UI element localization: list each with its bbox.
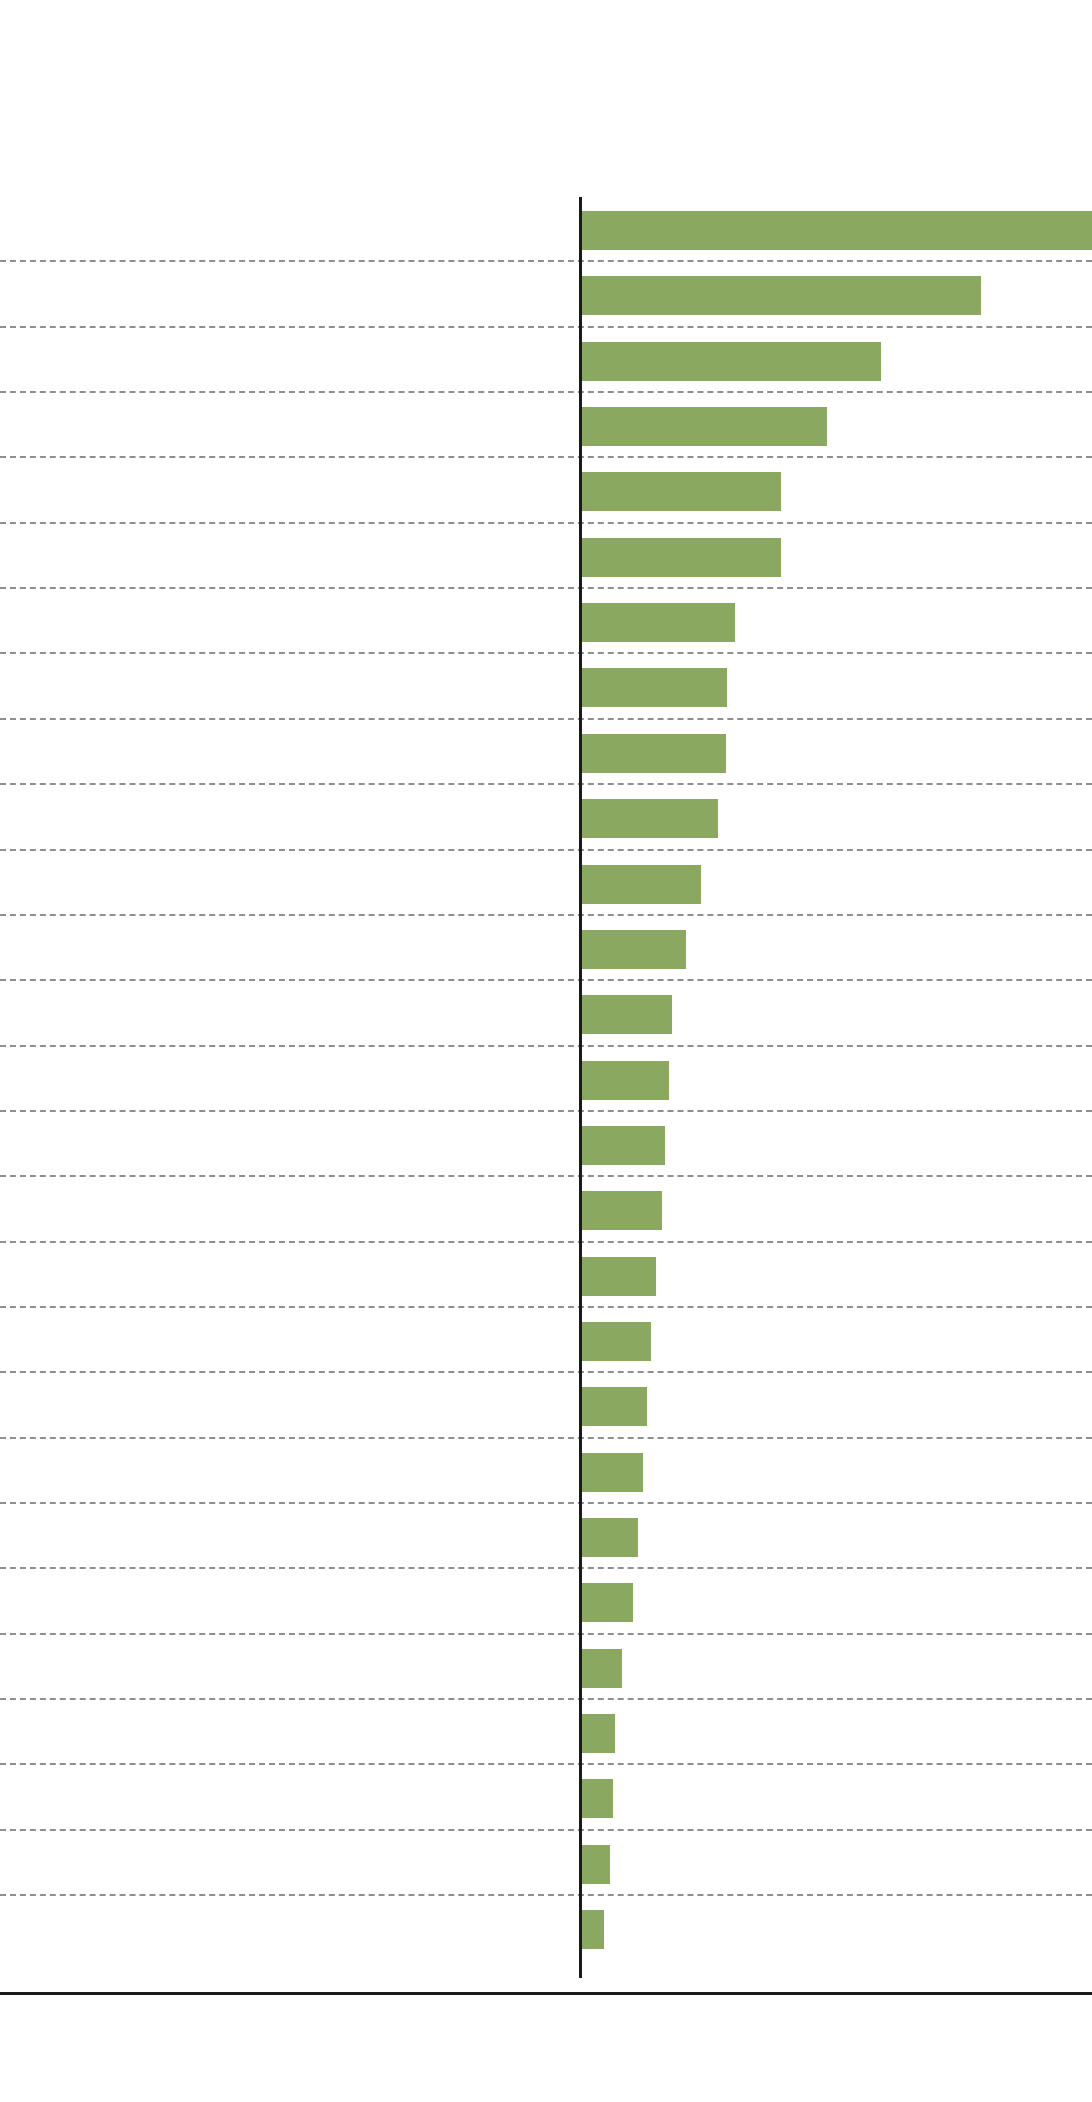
- gridline: [0, 1109, 1092, 1112]
- bar: [579, 407, 828, 447]
- gridline: [0, 913, 1092, 916]
- gridline: [0, 1305, 1092, 1308]
- gridline: [0, 717, 1092, 720]
- bar: [579, 1714, 615, 1754]
- bar: [579, 276, 981, 316]
- gridline: [0, 1698, 1092, 1701]
- gridline: [0, 1371, 1092, 1374]
- bar: [579, 1779, 613, 1819]
- bar: [579, 799, 719, 839]
- bar: [579, 211, 1092, 250]
- bar: [579, 341, 882, 381]
- bar: [579, 1648, 622, 1688]
- bar: [579, 1191, 663, 1231]
- gridline: [0, 456, 1092, 459]
- gridline: [0, 1044, 1092, 1047]
- gridline: [0, 1175, 1092, 1178]
- gridline: [0, 1436, 1092, 1439]
- bar: [579, 995, 672, 1035]
- bar: [579, 1518, 639, 1557]
- gridline: [0, 325, 1092, 328]
- gridline: [0, 391, 1092, 394]
- gridline: [0, 587, 1092, 590]
- gridline: [0, 848, 1092, 851]
- bar: [579, 1125, 666, 1165]
- bar: [579, 1583, 633, 1623]
- bar: [579, 1844, 610, 1884]
- bar: [579, 733, 726, 773]
- bar: [579, 537, 782, 577]
- gridline: [0, 1567, 1092, 1570]
- gridline: [0, 1502, 1092, 1504]
- gridline: [0, 783, 1092, 786]
- gridline: [0, 652, 1092, 655]
- gridline: [0, 1828, 1092, 1831]
- bar: [579, 1060, 669, 1100]
- gridline: [0, 521, 1092, 524]
- gridline: [0, 260, 1092, 263]
- bar: [579, 1910, 605, 1950]
- gridline: [0, 979, 1092, 982]
- gridline: [0, 1632, 1092, 1635]
- bar: [579, 1387, 648, 1427]
- y-axis-line: [579, 197, 582, 1978]
- bar: [579, 1256, 657, 1296]
- bar: [579, 864, 702, 904]
- gridline: [0, 1763, 1092, 1766]
- bar: [579, 1321, 652, 1361]
- gridline: [0, 1240, 1092, 1243]
- bar: [579, 603, 735, 643]
- bar: [579, 929, 686, 969]
- x-axis-line: [0, 1992, 1092, 1995]
- bar: [579, 668, 727, 708]
- gridline: [0, 1894, 1092, 1897]
- bar: [579, 472, 782, 512]
- bar: [579, 1452, 644, 1492]
